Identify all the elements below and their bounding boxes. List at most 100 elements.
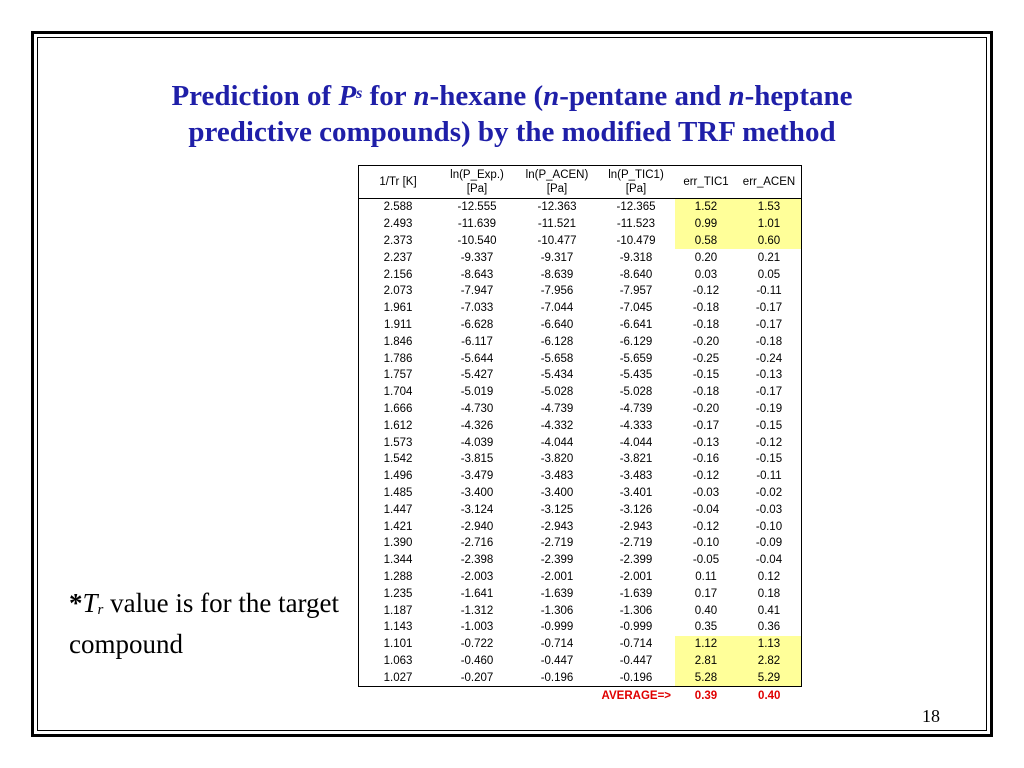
cell-ln-p-tic1: -0.999 [619,621,653,634]
cell-1-tr: 1.911 [358,316,437,334]
cell-err-acen: -0.17 [737,383,802,401]
cell-ln-p-exp: -1.312 [460,604,494,617]
table-row: 1.704 -5.019 -5.028 -5.028 -0.18 -0.17 [358,383,802,401]
cell-err-tic1: 1.52 [675,198,737,216]
table-row: 1.911 -6.628 -6.640 -6.641 -0.18 -0.17 [358,316,802,334]
cell-err-tic1: -0.18 [692,318,720,331]
cell-1-tr: 1.027 [358,669,437,688]
average-label: AVERAGE=> [601,689,671,702]
note-symbol-t: T [82,588,98,618]
cell-err-acen: 0.21 [737,249,802,267]
cell-err-acen: -0.11 [737,467,802,485]
table-row: 1.235 -1.641 -1.639 -1.639 0.17 0.18 [358,585,802,603]
table-row: 1.757 -5.427 -5.434 -5.435 -0.15 -0.13 [358,366,802,384]
table-row: 2.373 -10.540 -10.477 -10.479 0.58 0.60 [358,232,802,250]
cell-ln-p-acen: -0.714 [540,638,574,651]
cell-ln-p-acen: -11.521 [537,218,577,231]
cell-err-tic1: -0.20 [692,335,720,348]
cell-1-tr: 1.542 [358,450,437,468]
cell-ln-p-tic1: -0.447 [619,654,653,667]
cell-1-tr: 1.757 [358,366,437,384]
cell-err-acen: -0.02 [737,484,802,502]
average-err-acen: 0.40 [758,689,781,702]
cell-err-tic1: -0.12 [692,470,720,483]
cell-ln-p-exp: -5.427 [460,369,494,382]
cell-err-acen: -0.15 [737,417,802,435]
title-text: -heptane [744,80,853,112]
cell-ln-p-exp: -3.479 [460,470,494,483]
slide-title: Prediction of Ps for n-hexane (n-pentane… [60,78,964,150]
cell-1-tr: 1.961 [358,299,437,317]
cell-ln-p-tic1: -0.714 [619,638,653,651]
cell-ln-p-exp: -7.033 [460,302,494,315]
cell-1-tr: 1.344 [358,551,437,569]
cell-ln-p-tic1: -6.129 [619,335,653,348]
table-row: 1.187 -1.312 -1.306 -1.306 0.40 0.41 [358,602,802,619]
title-text: -hexane ( [429,80,544,112]
cell-ln-p-acen: -9.317 [540,251,574,264]
cell-1-tr: 1.704 [358,383,437,401]
cell-err-tic1: 5.28 [675,669,737,688]
page-number: 18 [922,706,940,726]
cell-ln-p-acen: -12.363 [537,201,577,214]
cell-1-tr: 2.588 [358,198,437,216]
cell-err-acen: -0.09 [737,534,802,552]
cell-ln-p-tic1: -4.333 [619,419,653,432]
cell-ln-p-exp: -4.039 [460,436,494,449]
cell-err-tic1: 0.35 [694,621,718,634]
cell-1-tr: 2.073 [358,282,437,300]
table-row: 1.421 -2.940 -2.943 -2.943 -0.12 -0.10 [358,518,802,535]
title-symbol-p: P [338,80,357,112]
cell-ln-p-tic1: -8.640 [619,268,653,281]
cell-err-acen: -0.19 [737,400,802,418]
table-row: 1.344 -2.398 -2.399 -2.399 -0.05 -0.04 [358,551,802,569]
cell-1-tr: 1.390 [358,534,437,552]
cell-ln-p-acen: -0.999 [540,621,574,634]
target-compound-note: *Tr value is for the target compound [69,585,349,662]
table-row: 2.237 -9.337 -9.317 -9.318 0.20 0.21 [358,249,802,267]
cell-err-acen: 1.13 [737,635,802,653]
cell-ln-p-acen: -2.719 [540,537,574,550]
cell-ln-p-tic1: -0.196 [597,669,675,688]
average-err-tic1: 0.39 [694,689,718,702]
table-row: 1.542 -3.815 -3.820 -3.821 -0.16 -0.15 [358,450,802,468]
cell-ln-p-exp: -4.326 [460,419,494,432]
title-superscript-s: s [356,85,363,102]
cell-ln-p-exp: -3.124 [460,503,494,516]
cell-err-tic1: 0.03 [694,268,718,281]
cell-ln-p-acen: -5.028 [540,386,574,399]
cell-err-tic1: -0.15 [692,369,720,382]
cell-err-acen: 0.12 [737,568,802,586]
cell-err-tic1: 0.20 [694,251,718,264]
note-text: value is for the target compound [69,588,340,659]
note-subscript-r: r [97,602,104,618]
cell-1-tr: 1.421 [358,518,437,535]
cell-1-tr: 1.143 [358,618,437,636]
table-row: 1.496 -3.479 -3.483 -3.483 -0.12 -0.11 [358,467,802,485]
cell-ln-p-acen: -8.639 [540,268,574,281]
cell-err-tic1: -0.16 [692,453,720,466]
title-italic-n: n [413,80,430,112]
cell-ln-p-acen: -0.196 [517,669,597,688]
cell-ln-p-tic1: -2.399 [619,554,653,567]
cell-ln-p-tic1: -3.821 [619,453,653,466]
cell-ln-p-exp: -2.940 [460,520,494,533]
cell-ln-p-tic1: -4.739 [619,402,653,415]
table-row: 1.063 -0.460 -0.447 -0.447 2.81 2.82 [358,652,802,670]
cell-1-tr: 1.187 [358,602,437,619]
cell-ln-p-tic1: -4.044 [619,436,653,449]
cell-ln-p-acen: -1.306 [540,604,574,617]
cell-ln-p-exp: -5.019 [460,386,494,399]
cell-ln-p-exp: -0.722 [460,638,494,651]
vapor-pressure-table: 1/Tr [K] ln(P_Exp.) [Pa] ln(P_ACEN) [Pa] l… [358,165,802,704]
cell-ln-p-exp: -3.815 [460,453,494,466]
cell-ln-p-acen: -4.044 [540,436,574,449]
cell-err-acen: 0.36 [737,618,802,636]
cell-ln-p-acen: -3.125 [540,503,574,516]
cell-err-acen: -0.04 [737,551,802,569]
cell-err-tic1: -0.20 [692,402,720,415]
cell-ln-p-acen: -0.447 [540,654,574,667]
cell-err-tic1: -0.12 [692,285,720,298]
header-ln-p-acen: ln(P_ACEN) [Pa] [517,165,597,199]
cell-ln-p-acen: -5.658 [540,352,574,365]
